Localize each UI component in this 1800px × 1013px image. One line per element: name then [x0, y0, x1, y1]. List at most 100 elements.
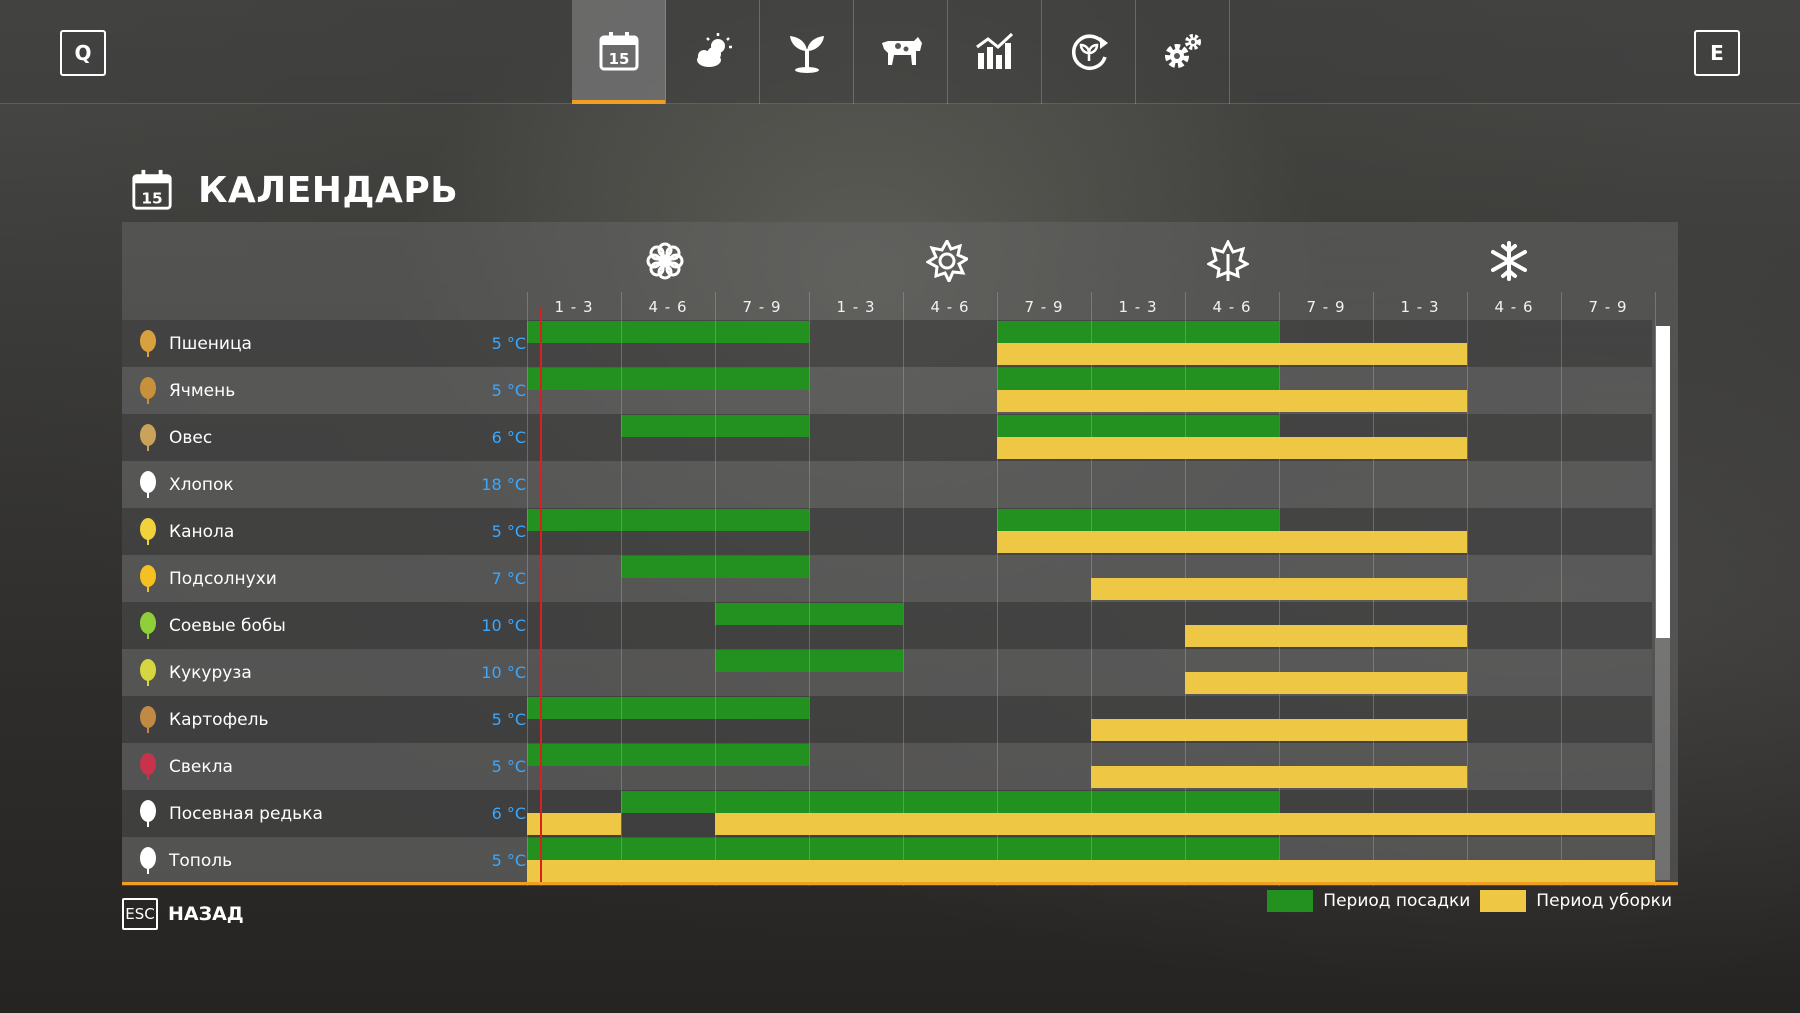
- crop-name: Канола: [169, 522, 235, 542]
- svg-text:15: 15: [608, 50, 629, 68]
- wheat-icon: [130, 325, 166, 361]
- period-column-divider: [1091, 292, 1092, 886]
- crop-min-temperature: 5 °C: [491, 710, 526, 729]
- tab-weather[interactable]: [666, 0, 760, 104]
- panel-accent-line: [122, 882, 1678, 885]
- crop-sprout-icon: [789, 36, 824, 73]
- top-menu-bar: Q 15: [0, 0, 1800, 104]
- table-row[interactable]: Соевые бобы 10 °C: [122, 602, 1652, 649]
- calendar-panel: 1 - 3 4 - 6 7 - 9 1 - 3 4 - 6 7 - 9 1 - 3 4 - 6…: [122, 222, 1678, 886]
- period-column-divider: [809, 292, 810, 886]
- tab-calendar[interactable]: 15: [572, 0, 666, 104]
- planting-period-bar: [715, 650, 903, 672]
- tab-animals[interactable]: [854, 0, 948, 104]
- crop-min-temperature: 10 °C: [481, 616, 526, 635]
- crop-name: Хлопок: [169, 475, 234, 495]
- table-row[interactable]: Пшеница 5 °C: [122, 320, 1652, 367]
- period-column-divider: [1467, 292, 1468, 886]
- planting-period-bar: [527, 744, 809, 766]
- table-row[interactable]: Хлопок 18 °C: [122, 461, 1652, 508]
- tab-crops[interactable]: [760, 0, 854, 104]
- planting-period-bar: [621, 556, 809, 578]
- harvest-period-bar: [997, 343, 1467, 365]
- period-label: 7 - 9: [742, 298, 782, 316]
- settings-gears-icon: [1164, 34, 1201, 68]
- page-header: 15 КАЛЕНДАРЬ: [130, 168, 458, 212]
- table-row[interactable]: Кукуруза 10 °C: [122, 649, 1652, 696]
- crop-name: Соевые бобы: [169, 616, 286, 636]
- period-column-divider: [621, 292, 622, 886]
- cow-icon: [881, 37, 922, 65]
- back-button[interactable]: НАЗАД: [168, 903, 244, 925]
- harvest-period-bar: [1091, 719, 1467, 741]
- crop-name: Ячмень: [169, 381, 236, 401]
- legend-planting-swatch: [1267, 890, 1314, 912]
- period-label: 1 - 3: [836, 298, 876, 316]
- tab-production[interactable]: [1042, 0, 1136, 104]
- potato-icon: [130, 701, 166, 737]
- soybean-icon: [130, 607, 166, 643]
- legend: Период посадки Период уборки: [1267, 890, 1672, 912]
- period-label: 7 - 9: [1024, 298, 1064, 316]
- planting-period-bar: [527, 838, 1279, 860]
- table-row[interactable]: Канола 5 °C: [122, 508, 1652, 555]
- spring-flower-icon: [646, 242, 684, 280]
- oat-icon: [130, 419, 166, 455]
- planting-period-bar: [997, 321, 1279, 343]
- crop-min-temperature: 7 °C: [491, 569, 526, 588]
- planting-period-bar: [997, 415, 1279, 437]
- period-column-divider: [1561, 292, 1562, 886]
- tab-settings[interactable]: [1136, 0, 1230, 104]
- period-column-divider: [1373, 292, 1374, 886]
- period-label: 4 - 6: [648, 298, 688, 316]
- table-row[interactable]: Картофель 5 °C: [122, 696, 1652, 743]
- crop-name: Свекла: [169, 757, 233, 777]
- planting-period-bar: [997, 368, 1279, 390]
- period-column-divider: [1185, 292, 1186, 886]
- svg-text:15: 15: [141, 189, 162, 207]
- prev-page-key-q[interactable]: Q: [60, 30, 106, 76]
- period-label: 7 - 9: [1588, 298, 1628, 316]
- harvest-period-bar: [1185, 672, 1467, 694]
- period-column-divider: [1655, 292, 1656, 886]
- sugarbeet-icon: [130, 748, 166, 784]
- table-row[interactable]: Подсолнухи 7 °C: [122, 555, 1652, 602]
- legend-planting-label: Период посадки: [1323, 891, 1471, 911]
- scrollbar-thumb[interactable]: [1656, 326, 1670, 638]
- autumn-leaf-icon: [1207, 240, 1249, 281]
- canola-icon: [130, 513, 166, 549]
- crop-name: Овес: [169, 428, 213, 448]
- table-row[interactable]: Посевная редька 6 °C: [122, 790, 1655, 837]
- planting-period-bar: [621, 791, 1279, 813]
- planting-period-bar: [527, 509, 809, 531]
- statistics-chart-icon: [975, 32, 1013, 69]
- legend-harvest-swatch: [1480, 890, 1527, 912]
- crop-min-temperature: 6 °C: [491, 804, 526, 823]
- crop-min-temperature: 18 °C: [481, 475, 526, 494]
- table-row[interactable]: Овес 6 °C: [122, 414, 1652, 461]
- harvest-period-bar: [527, 860, 1655, 882]
- planting-period-bar: [715, 603, 903, 625]
- table-row[interactable]: Ячмень 5 °C: [122, 367, 1652, 414]
- harvest-period-bar: [1091, 766, 1467, 788]
- page-title: КАЛЕНДАРЬ: [198, 169, 459, 211]
- next-page-key-e[interactable]: E: [1694, 30, 1740, 76]
- tab-statistics[interactable]: [948, 0, 1042, 104]
- crop-name: Подсолнухи: [169, 569, 277, 589]
- legend-harvest-label: Период уборки: [1536, 891, 1672, 911]
- crop-name: Тополь: [169, 851, 233, 871]
- harvest-period-bar: [997, 531, 1467, 553]
- table-row[interactable]: Тополь 5 °C: [122, 837, 1655, 884]
- period-label: 1 - 3: [1118, 298, 1158, 316]
- table-row[interactable]: Свекла 5 °C: [122, 743, 1652, 790]
- calendar-icon: 15: [132, 169, 172, 210]
- current-date-marker: [540, 308, 542, 886]
- crop-min-temperature: 5 °C: [491, 757, 526, 776]
- calendar-icon: 15: [599, 32, 638, 71]
- crop-min-temperature: 5 °C: [491, 334, 526, 353]
- period-label: 4 - 6: [1212, 298, 1252, 316]
- crop-name: Картофель: [169, 710, 269, 730]
- sunflower-icon: [130, 560, 166, 596]
- period-label: 4 - 6: [930, 298, 970, 316]
- esc-key[interactable]: ESC: [122, 898, 158, 930]
